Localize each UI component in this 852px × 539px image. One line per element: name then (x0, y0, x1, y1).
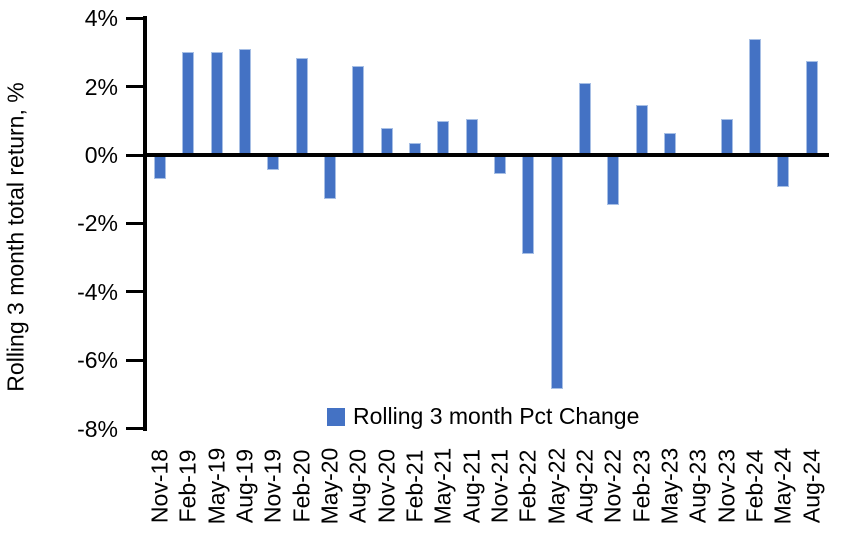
x-tick-label: Aug-23 (684, 448, 711, 524)
bar-Aug-19 (239, 48, 252, 155)
bar-Nov-20 (380, 127, 393, 155)
bar-May-20 (324, 155, 337, 200)
y-tick-label: 4% (84, 5, 118, 32)
x-tick-label: Feb-24 (741, 449, 768, 523)
bar-May-23 (664, 132, 677, 155)
x-tick-label: May-23 (656, 447, 683, 525)
x-tick-label: May-19 (203, 447, 230, 525)
x-tick-label: Nov-22 (599, 448, 626, 524)
bar-May-22 (550, 155, 563, 390)
bar-Nov-23 (720, 119, 733, 155)
bar-Aug-20 (352, 66, 365, 155)
x-tick-label: Aug-21 (458, 448, 485, 524)
bar-Aug-21 (465, 119, 478, 155)
bar-Aug-22 (579, 83, 592, 155)
legend: Rolling 3 month Pct Change (327, 403, 639, 430)
x-tick-label: Feb-20 (288, 449, 315, 523)
x-tick-label: Aug-20 (344, 448, 371, 524)
y-tick-mark (126, 427, 147, 431)
bar-Nov-21 (494, 155, 507, 174)
x-tick-label: May-24 (769, 447, 796, 525)
bar-May-19 (210, 52, 223, 155)
x-tick-label: May-22 (543, 447, 570, 525)
x-tick-label: Aug-24 (798, 448, 825, 524)
y-tick-label: -2% (77, 210, 118, 237)
bar-Feb-22 (522, 155, 535, 255)
x-tick-label: Feb-19 (174, 449, 201, 523)
y-tick-mark (126, 85, 147, 89)
y-tick-mark (126, 290, 147, 294)
bar-Nov-19 (267, 155, 280, 171)
zero-axis-line (143, 153, 829, 157)
legend-label: Rolling 3 month Pct Change (353, 403, 640, 429)
bar-Feb-20 (295, 57, 308, 155)
y-tick-label: -4% (77, 278, 118, 305)
x-tick-label: May-20 (316, 447, 343, 525)
y-tick-label: -8% (77, 415, 118, 442)
bar-Feb-24 (749, 38, 762, 155)
x-tick-label: Nov-21 (486, 448, 513, 524)
x-tick-label: Feb-21 (401, 449, 428, 523)
y-axis-title: Rolling 3 month total return, % (2, 82, 29, 392)
bar-Nov-22 (607, 155, 620, 205)
bar-May-24 (777, 155, 790, 188)
y-tick-label: 2% (84, 73, 118, 100)
legend-swatch (327, 407, 345, 426)
x-tick-label: Feb-23 (628, 449, 655, 523)
y-tick-mark (126, 221, 147, 225)
x-tick-label: May-21 (429, 447, 456, 525)
bar-Nov-18 (154, 155, 167, 179)
bar-Feb-23 (635, 105, 648, 155)
y-tick-mark (126, 358, 147, 362)
x-tick-label: Nov-23 (713, 448, 740, 524)
bar-Feb-19 (182, 52, 195, 155)
y-tick-label: -6% (77, 347, 118, 374)
y-tick-mark (126, 153, 147, 157)
x-tick-label: Nov-19 (259, 448, 286, 524)
x-tick-label: Nov-18 (146, 448, 173, 524)
bar-May-21 (437, 120, 450, 155)
y-tick-label: 0% (84, 142, 118, 168)
y-axis-line (143, 16, 147, 431)
x-tick-label: Nov-20 (373, 448, 400, 524)
x-tick-label: Feb-22 (514, 449, 541, 523)
bar-Aug-24 (805, 60, 818, 155)
x-tick-label: Aug-22 (571, 448, 598, 524)
y-tick-mark (126, 16, 147, 20)
x-tick-label: Aug-19 (231, 448, 258, 524)
